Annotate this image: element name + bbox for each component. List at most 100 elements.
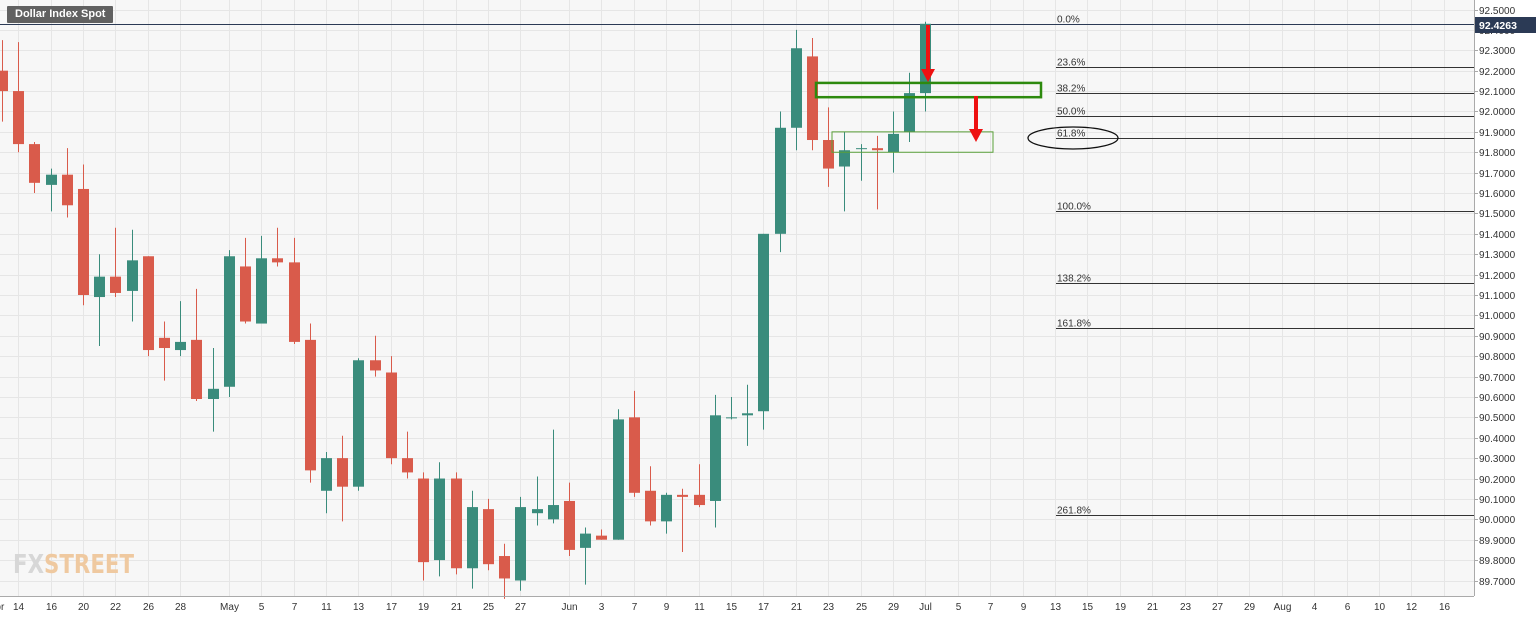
candle-body	[353, 360, 364, 487]
y-tick-label: 92.2000	[1479, 67, 1516, 78]
candle	[29, 142, 40, 194]
candle	[175, 301, 186, 357]
x-tick-label: 7	[292, 602, 298, 613]
candle-body	[386, 372, 397, 459]
candle-body	[807, 56, 818, 141]
candle	[694, 464, 705, 508]
fib-label: 161.8%	[1057, 319, 1091, 330]
candle	[370, 335, 381, 377]
candle-body	[823, 140, 834, 169]
y-tick-label: 91.9000	[1479, 128, 1516, 139]
candle	[856, 144, 867, 181]
fxstreet-watermark: FXSTREET	[13, 550, 134, 580]
candle-body	[240, 266, 251, 322]
candle	[289, 237, 300, 344]
x-tick-label: 16	[46, 602, 58, 613]
candle	[78, 164, 89, 306]
candle-body	[289, 262, 300, 342]
x-tick-label: 10	[1374, 602, 1386, 613]
candle	[564, 482, 575, 557]
candle-body	[791, 48, 802, 128]
candle	[402, 431, 413, 479]
y-tick-label: 89.8000	[1479, 556, 1516, 567]
candle	[548, 429, 559, 524]
grid-lines	[0, 0, 1474, 596]
candle-body	[370, 360, 381, 371]
candle-body	[694, 494, 705, 506]
x-tick-label: 25	[856, 602, 868, 613]
candle-body	[710, 415, 721, 501]
candle	[726, 396, 737, 420]
candle-body	[515, 507, 526, 581]
fib-label: 38.2%	[1057, 84, 1085, 95]
fib-label: 61.8%	[1057, 129, 1085, 140]
candles	[0, 21, 931, 599]
y-axis-ticks: 92.500092.400092.300092.200092.100092.00…	[1474, 6, 1516, 588]
candle-body	[143, 256, 154, 351]
x-tick-label: 11	[321, 602, 332, 613]
candle-body	[742, 413, 753, 416]
y-tick-label: 90.6000	[1479, 393, 1516, 404]
candle-body	[110, 276, 121, 293]
x-tick-label: 23	[1180, 602, 1192, 613]
candle	[888, 111, 899, 173]
x-tick-label: May	[220, 602, 239, 613]
y-tick-label: 92.5000	[1479, 6, 1516, 17]
candle-body	[467, 507, 478, 569]
candle	[742, 384, 753, 446]
x-tick-label: 23	[823, 602, 835, 613]
candle	[661, 492, 672, 534]
fib-label: 261.8%	[1057, 506, 1091, 517]
x-tick-label: 9	[1021, 602, 1027, 613]
candle-body	[856, 148, 867, 150]
candle-body	[208, 388, 219, 400]
y-tick-label: 92.1000	[1479, 87, 1516, 98]
x-tick-label: 5	[259, 602, 265, 613]
candle	[613, 409, 624, 540]
y-tick-label: 92.0000	[1479, 107, 1516, 118]
x-tick-label: 21	[791, 602, 803, 613]
y-tick-label: 90.5000	[1479, 413, 1516, 424]
last-price-tag: 92.4263	[1475, 17, 1536, 33]
candle	[256, 235, 267, 324]
candle-body	[337, 458, 348, 487]
candle-body	[920, 23, 931, 94]
candle-body	[0, 70, 8, 92]
candle	[775, 111, 786, 253]
fib-label: 23.6%	[1057, 58, 1085, 69]
candle-body	[175, 341, 186, 351]
x-tick-label: Aug	[1274, 602, 1292, 613]
candle-body	[532, 509, 543, 514]
x-tick-label: 20	[78, 602, 90, 613]
plot-area	[0, 0, 1474, 596]
y-tick-label: 91.6000	[1479, 189, 1516, 200]
x-tick-label: 7	[632, 602, 638, 613]
candle-body	[661, 494, 672, 522]
candle-body	[888, 133, 899, 153]
candle-body	[78, 188, 89, 295]
candle-body	[434, 478, 445, 561]
candle	[46, 168, 57, 212]
y-tick-label: 91.5000	[1479, 209, 1516, 220]
candle-body	[548, 505, 559, 520]
x-tick-label: 16	[1439, 602, 1451, 613]
fib-label: 50.0%	[1057, 107, 1085, 118]
x-tick-label: 15	[726, 602, 738, 613]
candle-body	[596, 535, 607, 540]
x-tick-label: 19	[418, 602, 430, 613]
x-tick-label: 12	[1406, 602, 1418, 613]
x-tick-label: 21	[1147, 602, 1159, 613]
x-tick-label: 28	[175, 602, 187, 613]
arrow-head	[921, 69, 935, 82]
candle	[386, 356, 397, 465]
x-tick-label: 17	[386, 602, 398, 613]
fib-level-labels: 0.0% 23.6% 38.2% 50.0% 61.8% 100.0% 138.2% 161.…	[1057, 15, 1091, 517]
candle	[839, 131, 850, 212]
candle	[467, 490, 478, 589]
x-tick-label: 21	[451, 602, 463, 613]
candle-body	[677, 494, 688, 497]
y-tick-label: 92.3000	[1479, 46, 1516, 57]
candle	[451, 472, 462, 575]
